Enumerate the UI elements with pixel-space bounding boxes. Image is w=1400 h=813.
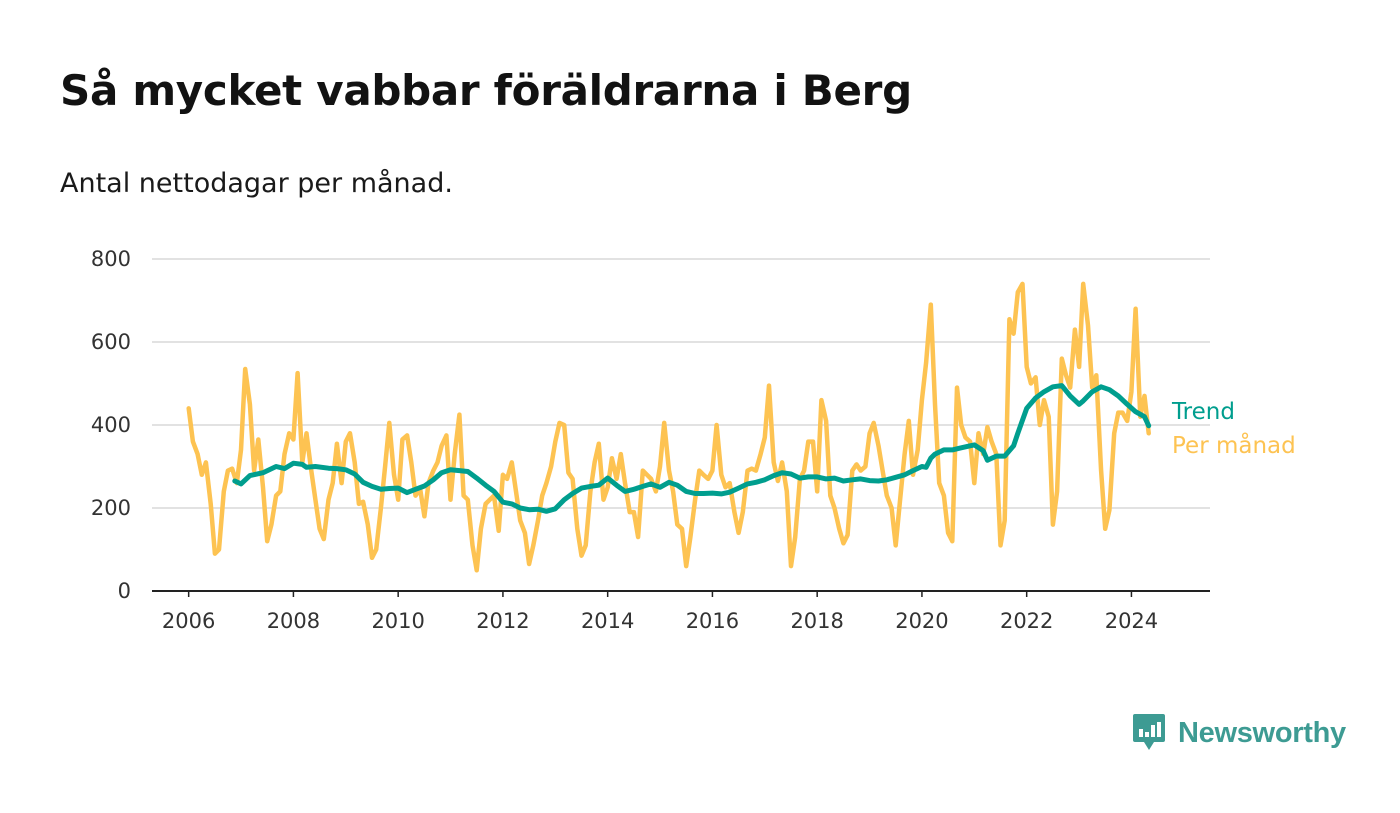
legend: Trend Per månad (1171, 399, 1296, 459)
chart-title: Så mycket vabbar föräldrarna i Berg (60, 66, 912, 115)
newsworthy-logo[interactable]: Newsworthy (1132, 712, 1346, 754)
legend-label-per-manad: Per månad (1172, 431, 1296, 459)
y-tick-label-400: 400 (91, 413, 131, 437)
x-tick-label-2016: 2016 (686, 609, 739, 633)
x-tick-label-2022: 2022 (1000, 609, 1053, 633)
x-tick-label-2020: 2020 (895, 609, 948, 633)
y-tick-label-800: 800 (91, 247, 131, 271)
x-tick-label-2012: 2012 (476, 609, 529, 633)
series-line-per-manad (186, 281, 1151, 573)
series (186, 281, 1152, 573)
y-tick-label-600: 600 (91, 330, 131, 354)
legend-label-trend: Trend (1171, 399, 1235, 425)
x-tick-label-2008: 2008 (267, 609, 320, 633)
y-axis-ticks: 0 200 400 600 800 (91, 247, 131, 603)
chart-subtitle: Antal nettodagar per månad. (60, 168, 453, 199)
x-tick-label-2024: 2024 (1105, 609, 1158, 633)
x-tick-label-2018: 2018 (790, 609, 843, 633)
brand-name: Newsworthy (1178, 716, 1346, 749)
x-tick-label-2010: 2010 (371, 609, 424, 633)
x-tick-label-2014: 2014 (581, 609, 634, 633)
series-line-trend (232, 383, 1152, 514)
x-axis-ticks: 2006 2008 2010 2012 2014 2016 2018 2020 2022 2024 (162, 591, 1158, 633)
y-tick-label-0: 0 (118, 579, 131, 603)
y-tick-label-200: 200 (91, 496, 131, 520)
newsworthy-logo-icon (1133, 714, 1165, 750)
x-tick-label-2006: 2006 (162, 609, 215, 633)
